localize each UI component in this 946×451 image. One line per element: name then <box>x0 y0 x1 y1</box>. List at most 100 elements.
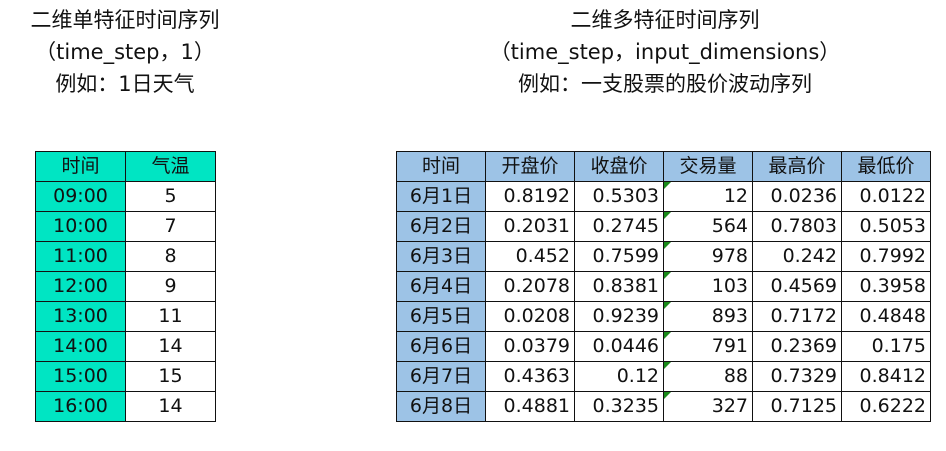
cell-text: 88 <box>723 365 748 387</box>
weather-table: 时间 气温 09:00 5 10:00 7 11:00 8 12:00 9 13:00 11 14:00… <box>35 151 216 422</box>
table-row: 6月5日 0.0208 0.9239 893 0.7172 0.4848 <box>396 301 931 332</box>
value-cell[interactable]: 0.8412 <box>841 361 931 392</box>
value-cell[interactable]: 0.8192 <box>485 181 575 212</box>
value-cell[interactable]: 327 <box>663 391 753 422</box>
date-cell[interactable]: 6月7日 <box>396 361 486 392</box>
value-cell[interactable]: 0.4569 <box>752 271 842 302</box>
cell-text: 0.452 <box>515 245 570 267</box>
value-cell[interactable]: 0.0446 <box>574 331 664 362</box>
table-row: 15:00 15 <box>35 361 216 392</box>
cell-text: 791 <box>711 335 748 357</box>
value-cell[interactable]: 893 <box>663 301 753 332</box>
value-cell[interactable]: 88 <box>663 361 753 392</box>
cell-text: 0.0122 <box>859 185 926 207</box>
column-header: 最高价 <box>752 151 842 182</box>
time-cell[interactable]: 15:00 <box>35 361 126 392</box>
value-cell[interactable]: 0.3958 <box>841 271 931 302</box>
cell-text: 0.7803 <box>770 215 837 237</box>
temperature-cell[interactable]: 14 <box>125 331 216 362</box>
value-cell[interactable]: 0.0122 <box>841 181 931 212</box>
date-cell[interactable]: 6月5日 <box>396 301 486 332</box>
column-header: 收盘价 <box>574 151 664 182</box>
value-cell[interactable]: 0.7329 <box>752 361 842 392</box>
cell-text: 0.3235 <box>592 395 659 417</box>
title-line: （time_step，input_dimensions） <box>489 40 841 64</box>
time-cell[interactable]: 09:00 <box>35 181 126 212</box>
title-line: 例如：1日天气 <box>55 72 195 96</box>
date-cell[interactable]: 6月4日 <box>396 271 486 302</box>
temperature-cell[interactable]: 11 <box>125 301 216 332</box>
value-cell[interactable]: 978 <box>663 241 753 272</box>
value-cell[interactable]: 0.0236 <box>752 181 842 212</box>
value-cell[interactable]: 0.6222 <box>841 391 931 422</box>
table-row: 16:00 14 <box>35 391 216 422</box>
time-cell[interactable]: 13:00 <box>35 301 126 332</box>
value-cell[interactable]: 0.2369 <box>752 331 842 362</box>
temperature-cell[interactable]: 8 <box>125 241 216 272</box>
date-cell[interactable]: 6月1日 <box>396 181 486 212</box>
value-cell[interactable]: 0.7599 <box>574 241 664 272</box>
cell-text: 0.0236 <box>770 185 837 207</box>
table-row: 6月3日 0.452 0.7599 978 0.242 0.7992 <box>396 241 931 272</box>
time-cell[interactable]: 11:00 <box>35 241 126 272</box>
temperature-cell[interactable]: 9 <box>125 271 216 302</box>
value-cell[interactable]: 103 <box>663 271 753 302</box>
cell-text: 0.0446 <box>592 335 659 357</box>
value-cell[interactable]: 0.2078 <box>485 271 575 302</box>
value-cell[interactable]: 0.8381 <box>574 271 664 302</box>
value-cell[interactable]: 0.3235 <box>574 391 664 422</box>
value-cell[interactable]: 0.0208 <box>485 301 575 332</box>
temperature-cell[interactable]: 15 <box>125 361 216 392</box>
date-cell[interactable]: 6月8日 <box>396 391 486 422</box>
cell-text: 0.5303 <box>592 185 659 207</box>
cell-text: 0.0208 <box>503 305 570 327</box>
value-cell[interactable]: 791 <box>663 331 753 362</box>
value-cell[interactable]: 0.4881 <box>485 391 575 422</box>
value-cell[interactable]: 0.242 <box>752 241 842 272</box>
value-cell[interactable]: 0.7172 <box>752 301 842 332</box>
value-cell[interactable]: 0.2745 <box>574 211 664 242</box>
value-cell[interactable]: 0.7992 <box>841 241 931 272</box>
value-cell[interactable]: 0.0379 <box>485 331 575 362</box>
cell-text: 978 <box>711 245 748 267</box>
time-cell[interactable]: 14:00 <box>35 331 126 362</box>
cell-text: 0.9239 <box>592 305 659 327</box>
value-cell[interactable]: 0.175 <box>841 331 931 362</box>
cell-text: 6月1日 <box>409 185 473 207</box>
header-row: 时间 开盘价 收盘价 交易量 最高价 最低价 <box>396 151 931 182</box>
table-row: 11:00 8 <box>35 241 216 272</box>
time-cell[interactable]: 16:00 <box>35 391 126 422</box>
value-cell[interactable]: 0.4363 <box>485 361 575 392</box>
number-as-text-indicator-icon <box>664 332 671 339</box>
value-cell[interactable]: 0.12 <box>574 361 664 392</box>
value-cell[interactable]: 0.4848 <box>841 301 931 332</box>
time-cell[interactable]: 10:00 <box>35 211 126 242</box>
column-header: 时间 <box>396 151 486 182</box>
temperature-cell[interactable]: 7 <box>125 211 216 242</box>
value-cell[interactable]: 0.7803 <box>752 211 842 242</box>
date-cell[interactable]: 6月6日 <box>396 331 486 362</box>
date-cell[interactable]: 6月3日 <box>396 241 486 272</box>
value-cell[interactable]: 0.5303 <box>574 181 664 212</box>
table-row: 6月7日 0.4363 0.12 88 0.7329 0.8412 <box>396 361 931 392</box>
cell-text: 0.8412 <box>859 365 926 387</box>
cell-text: 0.175 <box>871 335 926 357</box>
cell-text: 0.7992 <box>859 245 926 267</box>
value-cell[interactable]: 0.2031 <box>485 211 575 242</box>
value-cell[interactable]: 564 <box>663 211 753 242</box>
date-cell[interactable]: 6月2日 <box>396 211 486 242</box>
cell-text: 0.8192 <box>503 185 570 207</box>
value-cell[interactable]: 0.5053 <box>841 211 931 242</box>
cell-text: 0.2031 <box>503 215 570 237</box>
number-as-text-indicator-icon <box>664 212 671 219</box>
cell-text: 103 <box>711 275 748 297</box>
value-cell[interactable]: 0.452 <box>485 241 575 272</box>
temperature-cell[interactable]: 14 <box>125 391 216 422</box>
temperature-cell[interactable]: 5 <box>125 181 216 212</box>
value-cell[interactable]: 0.7125 <box>752 391 842 422</box>
value-cell[interactable]: 0.9239 <box>574 301 664 332</box>
value-cell[interactable]: 12 <box>663 181 753 212</box>
number-as-text-indicator-icon <box>664 242 671 249</box>
time-cell[interactable]: 12:00 <box>35 271 126 302</box>
cell-text: 6月2日 <box>409 215 473 237</box>
